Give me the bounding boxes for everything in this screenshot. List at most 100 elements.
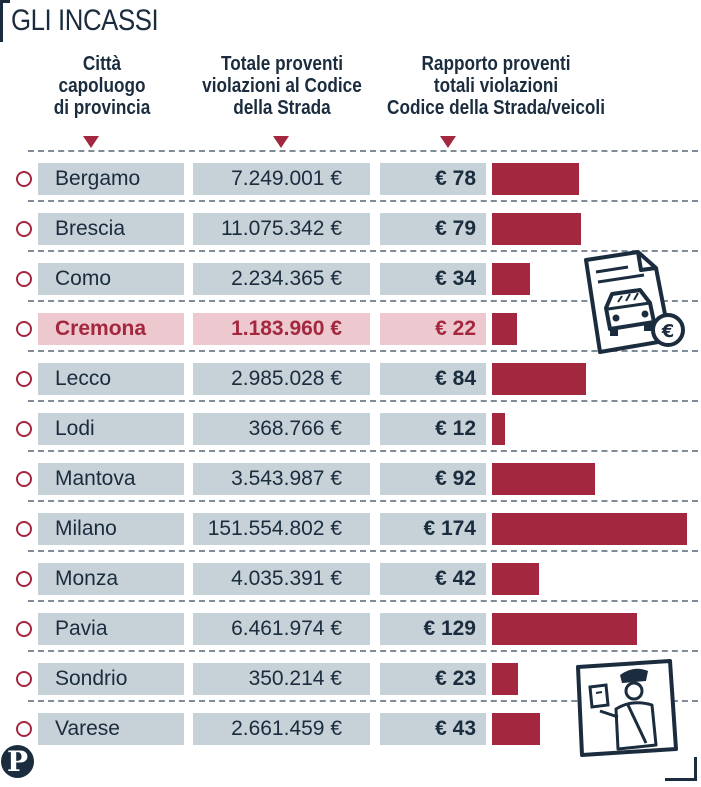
city-bullet-icon (16, 171, 32, 187)
table-row: Varese 2.661.459 € € 43 (0, 700, 701, 749)
car-fine-ticket-icon: € (584, 250, 685, 354)
header-city-line-3: di provincia (53, 97, 151, 119)
total-proceeds-value: 6.461.974 € (193, 613, 370, 645)
table-row: Lecco 2.985.028 € € 84 (0, 350, 701, 399)
header-city-line-2: capoluogo (58, 75, 146, 97)
city-bullet-icon (16, 721, 32, 737)
header-ratio-line-1: Rapporto proventi (421, 53, 571, 75)
city-label: Brescia (38, 213, 184, 245)
header-total-line-2: violazioni al Codice (202, 75, 362, 97)
header-city-arrow (83, 136, 99, 148)
header-ratio: Rapporto proventi totali violazioni Codi… (382, 53, 609, 119)
header-total-line-3: della Strada (233, 97, 331, 119)
ratio-data-label: € 42 (380, 563, 486, 595)
header-total-arrow (273, 136, 289, 148)
city-bullet-icon (16, 421, 32, 437)
city-bullet-icon (16, 671, 32, 687)
city-bullet-icon (16, 571, 32, 587)
total-proceeds-value: 2.661.459 € (193, 713, 370, 745)
ratio-bar (492, 163, 579, 195)
table-row: Monza 4.035.391 € € 42 (0, 550, 701, 599)
ratio-bar (492, 513, 687, 545)
publisher-logo: P (1, 745, 34, 778)
city-bullet-icon (16, 221, 32, 237)
ratio-bar (492, 663, 518, 695)
header-total-line-1: Totale proventi (220, 53, 344, 75)
ratio-data-label: € 92 (380, 463, 486, 495)
header-ratio-line-2: totali violazioni (433, 75, 559, 97)
table-row: Como 2.234.365 € € 34 (0, 250, 701, 299)
city-bullet-icon (16, 471, 32, 487)
city-label: Milano (38, 513, 184, 545)
row-divider (28, 650, 698, 652)
city-label: Sondrio (38, 663, 184, 695)
total-proceeds-value: 151.554.802 € (193, 513, 370, 545)
traffic-officer-icon (576, 659, 678, 757)
ratio-bar (492, 313, 517, 345)
ratio-data-label: € 129 (380, 613, 486, 645)
ratio-data-label: € 12 (380, 413, 486, 445)
city-label: Lecco (38, 363, 184, 395)
city-label: Lodi (38, 413, 184, 445)
ratio-bar (492, 413, 505, 445)
ratio-bar (492, 563, 539, 595)
row-divider (28, 250, 698, 252)
city-bullet-icon (16, 521, 32, 537)
city-label: Monza (38, 563, 184, 595)
total-proceeds-value: 350.214 € (193, 663, 370, 695)
ratio-data-label: € 174 (380, 513, 486, 545)
city-bullet-icon (16, 271, 32, 287)
table-row: Pavia 6.461.974 € € 129 (0, 600, 701, 649)
total-proceeds-value: 2.985.028 € (193, 363, 370, 395)
ratio-data-label: € 22 (380, 313, 486, 345)
row-divider (28, 300, 698, 302)
table-row: Sondrio 350.214 € € 23 (0, 650, 701, 699)
total-proceeds-value: 1.183.960 € (193, 313, 370, 345)
header-ratio-arrow (440, 136, 456, 148)
total-proceeds-value: 7.249.001 € (193, 163, 370, 195)
city-label: Como (38, 263, 184, 295)
row-divider (28, 150, 698, 152)
total-proceeds-value: 3.543.987 € (193, 463, 370, 495)
city-bullet-icon (16, 621, 32, 637)
row-divider (28, 500, 698, 502)
row-divider (28, 550, 698, 552)
ratio-bar (492, 613, 637, 645)
table-row: Lodi 368.766 € € 12 (0, 400, 701, 449)
city-label: Cremona (38, 313, 184, 345)
total-proceeds-value: 4.035.391 € (193, 563, 370, 595)
city-label: Mantova (38, 463, 184, 495)
ratio-bar (492, 463, 595, 495)
ratio-data-label: € 43 (380, 713, 486, 745)
table-row: Mantova 3.543.987 € € 92 (0, 450, 701, 499)
table-row: Brescia 11.075.342 € € 79 (0, 200, 701, 249)
table-row: Bergamo 7.249.001 € € 78 (0, 150, 701, 199)
ratio-data-label: € 34 (380, 263, 486, 295)
total-proceeds-value: 2.234.365 € (193, 263, 370, 295)
total-proceeds-value: 11.075.342 € (193, 213, 370, 245)
ratio-data-label: € 78 (380, 163, 486, 195)
city-label: Bergamo (38, 163, 184, 195)
table-row: Milano 151.554.802 € € 174 (0, 500, 701, 549)
row-divider (28, 600, 698, 602)
city-bullet-icon (16, 371, 32, 387)
ratio-bar (492, 213, 581, 245)
frame-corner-bottom-right (665, 757, 697, 781)
ratio-bar (492, 713, 540, 745)
total-proceeds-value: 368.766 € (193, 413, 370, 445)
header-total: Totale proventi violazioni al Codice del… (191, 53, 373, 119)
row-divider (28, 700, 698, 702)
ratio-data-label: € 23 (380, 663, 486, 695)
header-city: Città capoluogo di provincia (38, 53, 165, 119)
header-ratio-line-3: Codice della Strada/veicoli (387, 97, 605, 119)
table-row: Cremona 1.183.960 € € 22 (0, 300, 701, 349)
frame-corner-top-left (0, 0, 10, 42)
city-bullet-icon (16, 321, 32, 337)
city-label: Varese (38, 713, 184, 745)
row-divider (28, 450, 698, 452)
svg-text:€: € (661, 321, 675, 342)
row-divider (28, 400, 698, 402)
chart-title: GLI INCASSI (11, 4, 159, 37)
ratio-data-label: € 84 (380, 363, 486, 395)
